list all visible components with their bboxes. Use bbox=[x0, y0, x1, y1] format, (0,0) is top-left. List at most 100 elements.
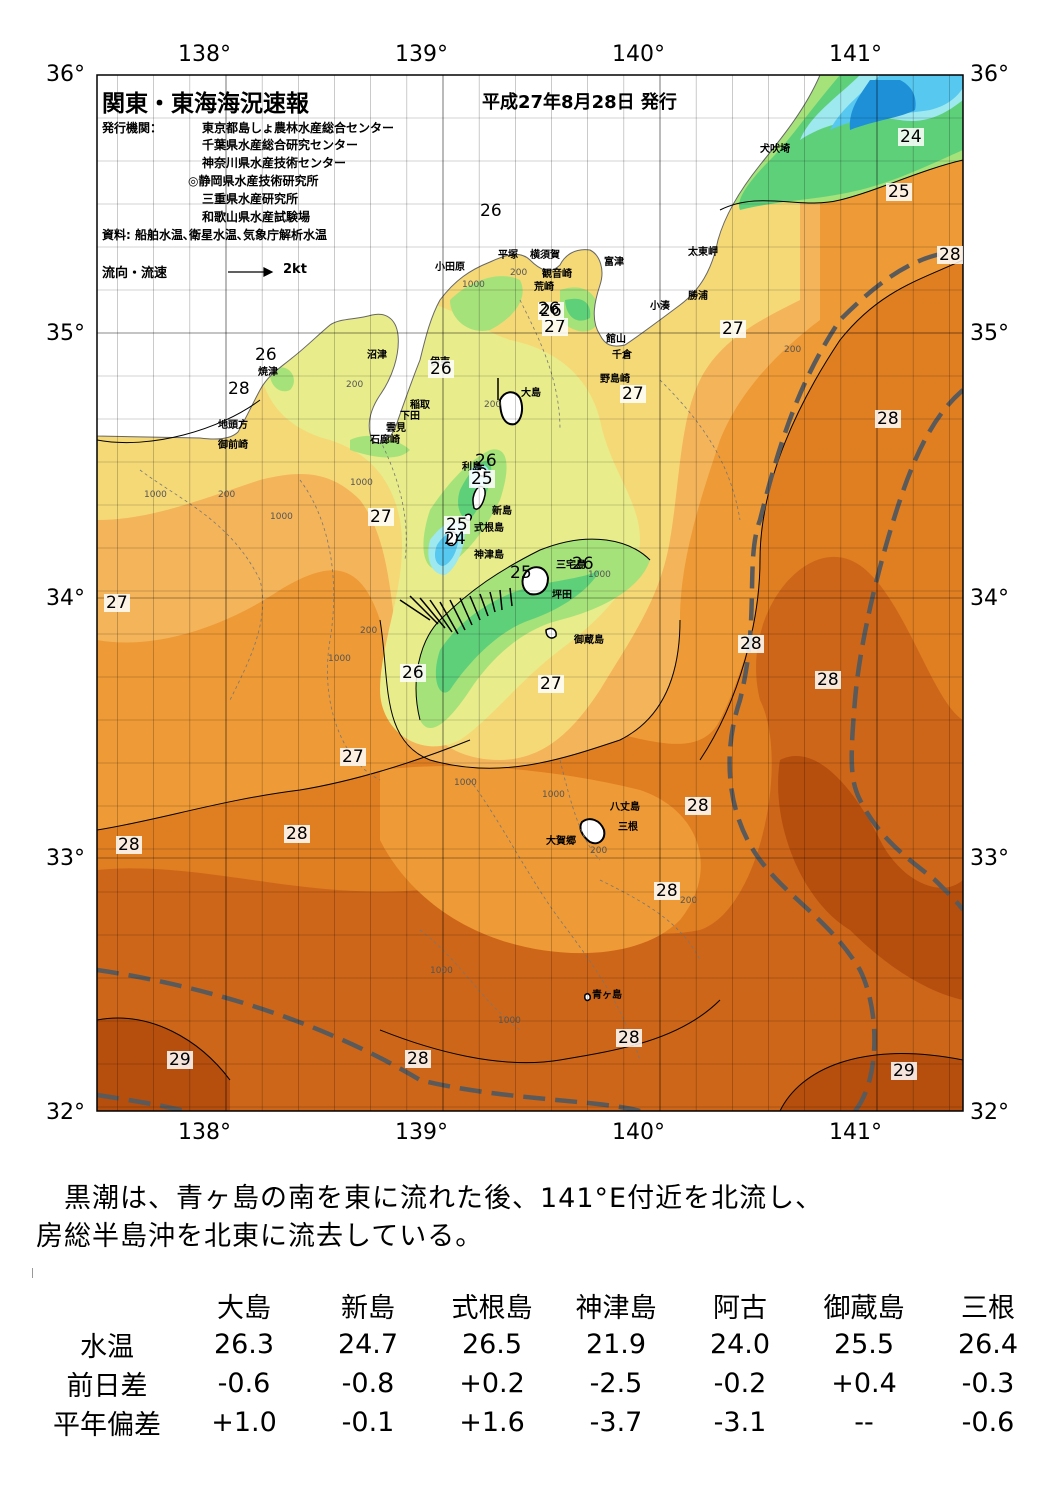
isotherm-label: 27 bbox=[340, 747, 366, 767]
lat-label-left-34: 34° bbox=[46, 586, 85, 611]
place-label: 石廊崎 bbox=[370, 435, 400, 446]
table-column-header: 式根島 bbox=[451, 1293, 533, 1324]
isotherm-lines bbox=[97, 159, 963, 1111]
place-label: 太東岬 bbox=[688, 247, 718, 258]
depth-label: 1000 bbox=[430, 966, 453, 976]
current-vectors bbox=[399, 378, 513, 635]
place-label: 小湊 bbox=[650, 301, 670, 312]
isotherm-label: 24 bbox=[898, 127, 924, 147]
org-item: 神奈川県水産技術センター bbox=[202, 156, 347, 170]
table-column-header: 三根 bbox=[961, 1293, 1015, 1324]
lon-label-top-139: 139° bbox=[395, 42, 448, 67]
depth-label: 200 bbox=[784, 345, 802, 355]
row-label: 水温 bbox=[80, 1332, 134, 1363]
isotherm-label: 27 bbox=[104, 593, 130, 613]
table-column-header: 新島 bbox=[341, 1293, 395, 1324]
table-cell: 24.7 bbox=[337, 1329, 399, 1360]
isotherm-label: 27 bbox=[542, 317, 568, 337]
place-label: 観音崎 bbox=[542, 269, 572, 280]
isotherm-label: 25 bbox=[469, 469, 495, 489]
lat-label-right-35: 35° bbox=[970, 321, 1009, 346]
place-label: 八丈島 bbox=[610, 802, 640, 813]
row-label: 前日差 bbox=[66, 1371, 148, 1402]
isotherm-label: 27 bbox=[620, 384, 646, 404]
place-label: 野島崎 bbox=[600, 374, 630, 385]
legend-label: 流向・流速 bbox=[102, 266, 168, 281]
depth-label: 1000 bbox=[350, 478, 373, 488]
place-label: 式根島 bbox=[474, 523, 504, 534]
description-line: 黒潮は、青ヶ島の南を東に流れた後、141°E付近を北流し、 bbox=[36, 1183, 824, 1214]
table-row: 前日差 -0.6 -0.8 +0.2 -2.5 -0.2 +0.4 -0.3 bbox=[32, 1364, 1050, 1403]
lat-label-left-36: 36° bbox=[46, 62, 85, 87]
isotherm-label: 28 bbox=[875, 409, 901, 429]
lat-label-left-35: 35° bbox=[46, 321, 85, 346]
place-label: 雲見 bbox=[386, 423, 406, 434]
place-label: 大島 bbox=[521, 388, 541, 399]
table-column-header: 阿古 bbox=[713, 1293, 767, 1324]
table-cell: 26.4 bbox=[957, 1329, 1019, 1360]
lon-label-bottom-141: 141° bbox=[829, 1120, 882, 1145]
sst-layer-23 bbox=[849, 80, 916, 130]
depth-label: 1000 bbox=[454, 778, 477, 788]
lon-label-bottom-138: 138° bbox=[178, 1120, 231, 1145]
lat-label-right-34: 34° bbox=[970, 586, 1009, 611]
isotherm-label: 27 bbox=[368, 507, 394, 527]
data-source: 資料: 船舶水温､衛星水温､気象庁解析水温 bbox=[102, 228, 327, 242]
isotherm-label: 29 bbox=[891, 1061, 917, 1081]
place-label: 新島 bbox=[492, 506, 512, 517]
isotherm-label: 25 bbox=[444, 515, 470, 535]
map-frame bbox=[96, 74, 964, 1112]
isotherm-label: 26 bbox=[475, 451, 497, 471]
sea-temperature-map bbox=[96, 74, 964, 1112]
place-label: 御前崎 bbox=[218, 440, 248, 451]
kuroshio-axis bbox=[97, 250, 963, 1111]
place-label: 御蔵島 bbox=[574, 635, 604, 646]
page-title: 関東・東海海況速報 bbox=[102, 91, 309, 117]
lat-label-right-36: 36° bbox=[970, 62, 1009, 87]
isotherm-label: 26 bbox=[400, 663, 426, 683]
table-cell: -- bbox=[854, 1407, 874, 1438]
isotherm-label: 28 bbox=[937, 245, 963, 265]
lat-label-right-33: 33° bbox=[970, 846, 1009, 871]
table-column-header: 神津島 bbox=[575, 1293, 657, 1324]
description-text: 黒潮は、青ヶ島の南を東に流れた後、141°E付近を北流し、 房総半島沖を北東に流… bbox=[36, 1180, 1036, 1256]
place-label: 下田 bbox=[400, 411, 420, 422]
table-row: 平年偏差 +1.0 -0.1 +1.6 -3.7 -3.1 -- -0.6 bbox=[32, 1403, 1050, 1442]
isotherm-label: 28 bbox=[815, 670, 841, 690]
isotherm-label: 29 bbox=[167, 1050, 193, 1070]
description-line: 房総半島沖を北東に流去している。 bbox=[36, 1221, 484, 1252]
legend-unit: 2kt bbox=[283, 262, 307, 277]
depth-label: 200 bbox=[346, 380, 364, 390]
island-miyakejima bbox=[521, 566, 550, 596]
table-cell: 26.5 bbox=[461, 1329, 523, 1360]
org-item: 千葉県水産総合研究センター bbox=[202, 138, 359, 152]
divider bbox=[32, 1268, 33, 1278]
place-label: 利島 bbox=[462, 462, 482, 473]
sst-layer-29a bbox=[97, 556, 963, 1111]
isotherm-label: 28 bbox=[116, 835, 142, 855]
place-label: 荒崎 bbox=[534, 282, 554, 293]
isotherm-label: 27 bbox=[720, 319, 746, 339]
table-cell: -3.7 bbox=[589, 1407, 643, 1438]
depth-label: 200 bbox=[218, 490, 236, 500]
place-label: 坪田 bbox=[552, 590, 572, 601]
depth-label: 1000 bbox=[270, 512, 293, 522]
isotherm-label: 25 bbox=[510, 563, 532, 583]
lon-label-bottom-139: 139° bbox=[395, 1120, 448, 1145]
place-label: 稲取 bbox=[410, 400, 430, 411]
isotherm-label: 25 bbox=[886, 182, 912, 202]
table-cell: -0.8 bbox=[341, 1368, 395, 1399]
island-oshima bbox=[498, 391, 524, 426]
table-column-header: 大島 bbox=[217, 1293, 271, 1324]
depth-label: 1000 bbox=[328, 654, 351, 664]
lon-label-bottom-140: 140° bbox=[612, 1120, 665, 1145]
isotherm-label: 27 bbox=[538, 674, 564, 694]
lat-label-left-33: 33° bbox=[46, 846, 85, 871]
place-label: 焼津 bbox=[258, 367, 278, 378]
table-column-header: 御蔵島 bbox=[823, 1293, 905, 1324]
table-cell: 25.5 bbox=[833, 1329, 895, 1360]
org-item: ◎静岡県水産技術研究所 bbox=[188, 174, 319, 188]
table-row: 水温 26.3 24.7 26.5 21.9 24.0 25.5 26.4 bbox=[32, 1325, 1050, 1364]
depth-label: 200 bbox=[590, 846, 608, 856]
island-aogashima bbox=[584, 993, 591, 1002]
